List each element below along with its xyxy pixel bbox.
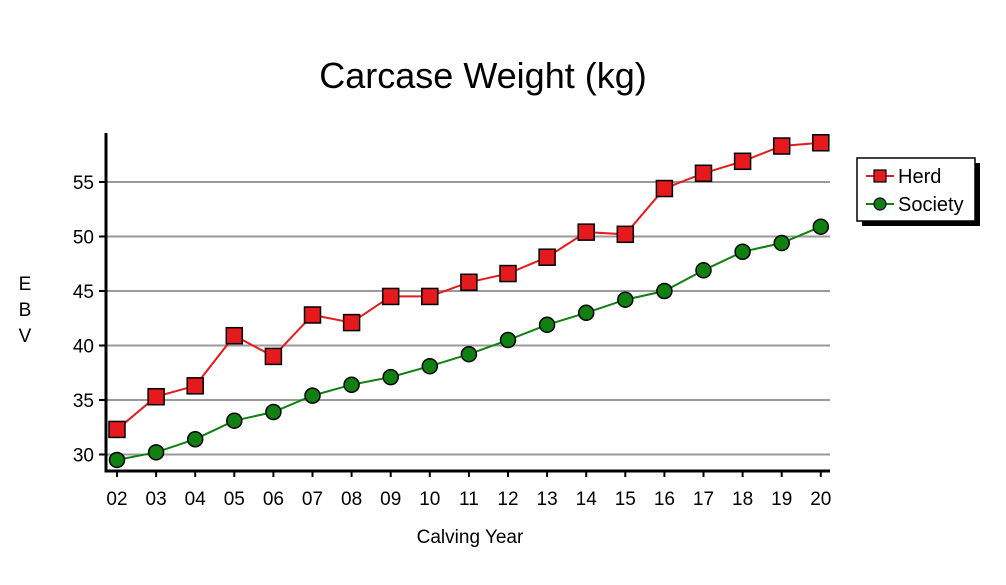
legend-box bbox=[856, 157, 976, 222]
x-tick-label: 11 bbox=[459, 489, 479, 510]
x-tick-label: 19 bbox=[771, 489, 792, 510]
data-point-herd bbox=[460, 273, 478, 292]
data-point-herd bbox=[694, 164, 713, 183]
y-tick-label: 35 bbox=[73, 391, 94, 412]
y-tick-label: 55 bbox=[73, 173, 94, 194]
data-point-society bbox=[460, 345, 478, 363]
data-point-society bbox=[577, 304, 595, 322]
data-point-herd bbox=[342, 313, 361, 332]
data-point-herd bbox=[772, 137, 791, 155]
x-tick-label: 03 bbox=[146, 489, 167, 510]
y-axis-label-letter: B bbox=[19, 300, 32, 321]
legend-label-herd: Herd bbox=[898, 166, 941, 188]
data-point-herd bbox=[812, 134, 830, 152]
data-point-society bbox=[265, 403, 282, 421]
data-point-society bbox=[734, 243, 751, 261]
data-point-herd bbox=[381, 287, 400, 306]
data-point-herd bbox=[655, 179, 674, 198]
data-point-society bbox=[656, 282, 673, 300]
data-point-herd bbox=[147, 387, 165, 406]
data-point-society bbox=[773, 234, 790, 252]
x-tick-label: 10 bbox=[419, 489, 440, 510]
data-point-herd bbox=[264, 347, 283, 366]
x-tick-label: 02 bbox=[106, 489, 127, 510]
data-point-society bbox=[343, 376, 360, 393]
x-tick-label: 16 bbox=[654, 489, 675, 510]
x-tick-label: 15 bbox=[615, 489, 636, 510]
data-point-society bbox=[304, 387, 321, 404]
y-tick-label: 40 bbox=[73, 337, 94, 358]
data-point-society bbox=[499, 331, 517, 349]
data-point-herd bbox=[186, 377, 204, 395]
x-tick-label: 09 bbox=[380, 489, 401, 510]
data-point-herd bbox=[108, 420, 126, 439]
data-point-society bbox=[186, 430, 204, 448]
x-tick-label: 12 bbox=[497, 489, 518, 510]
data-point-herd bbox=[303, 306, 322, 324]
data-point-herd bbox=[225, 326, 244, 345]
x-tick-label: 05 bbox=[224, 489, 245, 510]
data-point-herd bbox=[616, 225, 635, 244]
y-tick-label: 50 bbox=[73, 228, 94, 249]
x-tick-label: 13 bbox=[537, 489, 558, 510]
series-society bbox=[108, 218, 830, 469]
legend-marker-society bbox=[873, 197, 887, 211]
y-tick-label: 45 bbox=[73, 282, 94, 303]
data-point-society bbox=[695, 262, 712, 279]
x-tick-label: 04 bbox=[185, 489, 207, 510]
data-point-society bbox=[147, 444, 165, 461]
data-point-herd bbox=[538, 248, 556, 266]
x-tick-label: 06 bbox=[263, 489, 284, 510]
data-point-society bbox=[108, 451, 126, 469]
data-point-society bbox=[812, 218, 830, 235]
series-society-line bbox=[116, 225, 822, 461]
x-tick-label: 17 bbox=[693, 489, 714, 510]
y-axis-label-letter: V bbox=[19, 326, 32, 347]
y-axis-label-letter: E bbox=[19, 274, 32, 295]
data-point-herd bbox=[733, 152, 752, 171]
series bbox=[108, 134, 830, 469]
data-point-society bbox=[617, 291, 634, 308]
x-tick-labels: 02 03 04 05 06 07 08 09 10 11 12 13 14 15 16 17 18 19 20 bbox=[106, 489, 831, 510]
x-tick-label: 18 bbox=[732, 489, 753, 510]
y-tick-labels: 30 35 40 45 50 55 bbox=[73, 173, 94, 467]
legend-marker-herd bbox=[873, 169, 887, 183]
series-herd bbox=[108, 134, 830, 439]
x-axis-label: Calving Year bbox=[417, 527, 524, 548]
data-point-society bbox=[226, 412, 243, 429]
data-point-society bbox=[538, 316, 556, 334]
data-point-herd bbox=[499, 264, 517, 283]
x-tick-label: 14 bbox=[576, 489, 598, 510]
chart-title: Carcase Weight (kg) bbox=[319, 55, 646, 96]
x-tick-label: 07 bbox=[302, 489, 323, 510]
legend-label-society: Society bbox=[898, 194, 964, 216]
x-tick-label: 08 bbox=[341, 489, 362, 510]
data-point-herd bbox=[577, 223, 595, 241]
axes bbox=[99, 133, 830, 477]
y-tick-label: 30 bbox=[73, 446, 94, 467]
x-tick-label: 20 bbox=[810, 489, 831, 510]
data-point-herd bbox=[421, 287, 439, 306]
data-point-society bbox=[382, 368, 399, 386]
legend: Herd Society bbox=[856, 157, 980, 226]
gridlines bbox=[106, 181, 830, 456]
data-point-society bbox=[421, 357, 439, 375]
